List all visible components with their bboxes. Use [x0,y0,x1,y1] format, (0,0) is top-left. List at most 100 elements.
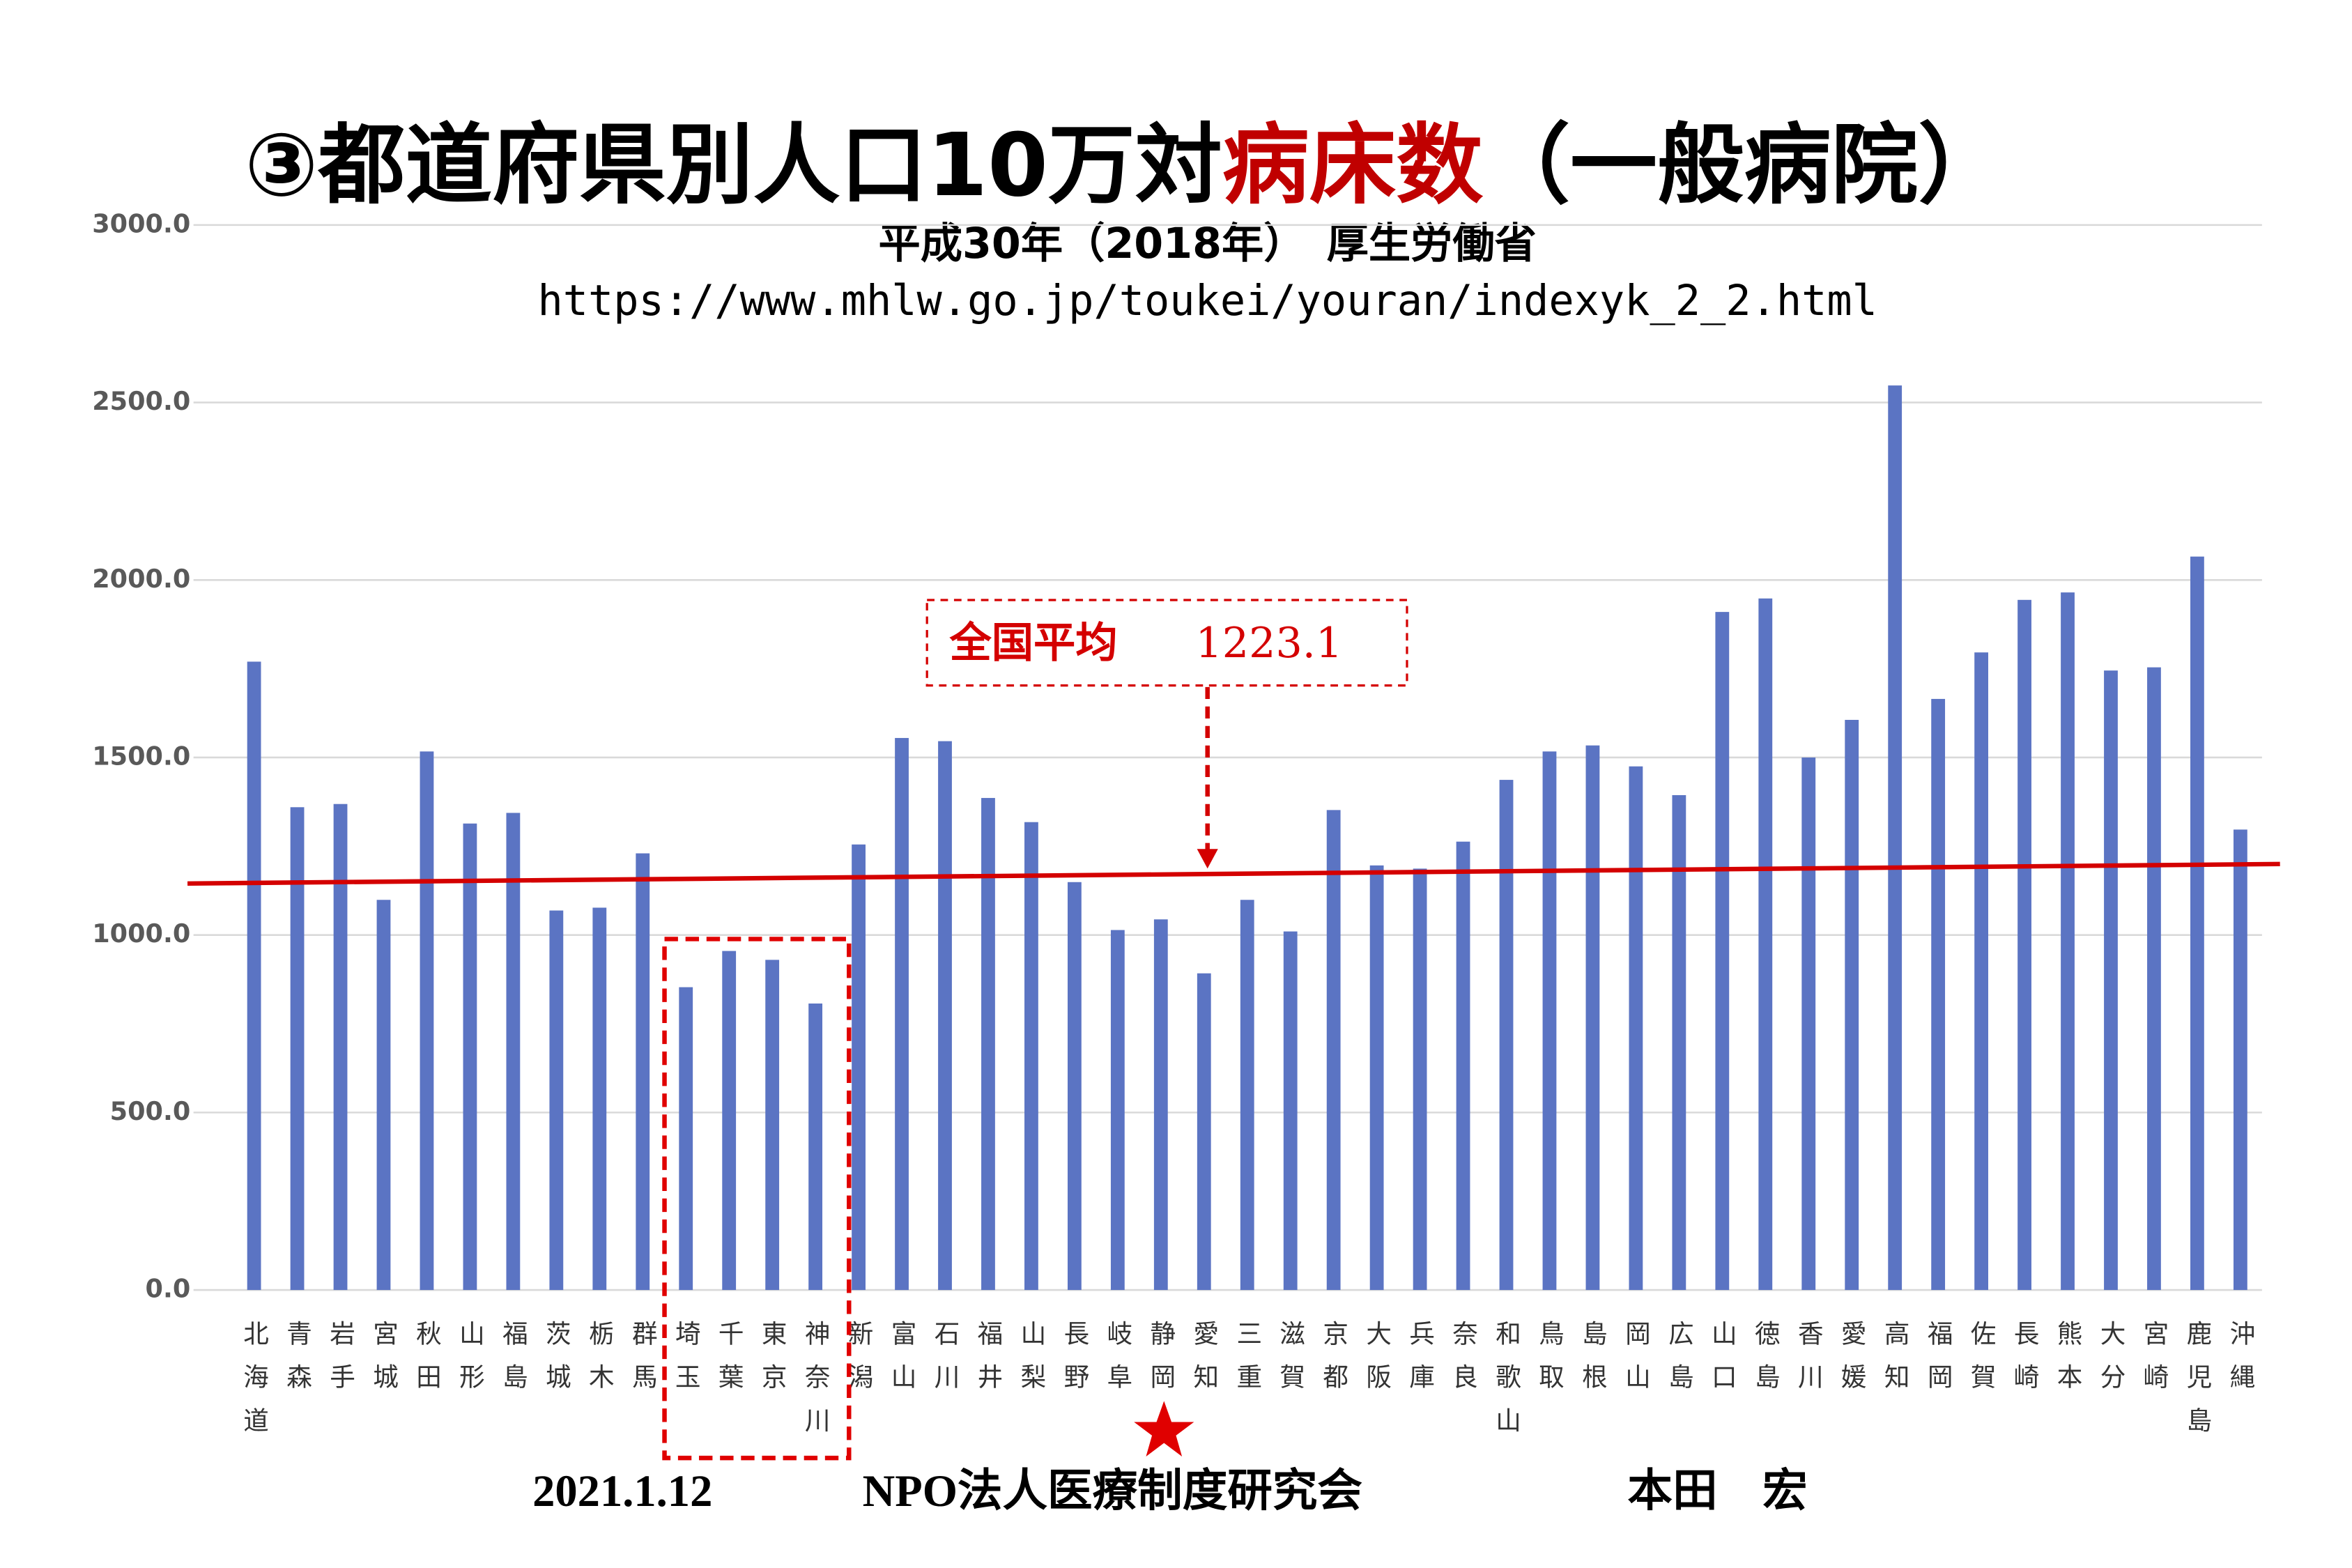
x-tick-label: 北海道 [239,1320,269,1450]
footer-author: 本田 宏 [1627,1466,1807,1516]
bar [765,960,780,1291]
bar [506,813,521,1291]
bar [1974,652,1989,1291]
bar [679,987,693,1291]
bar [722,951,737,1291]
x-tick-label: 長野 [1059,1320,1089,1407]
bar [1672,794,1686,1291]
bar [1542,751,1557,1291]
x-tick-label: 山形 [455,1320,485,1407]
x-tick-label: 群馬 [628,1320,658,1407]
x-tick-label: 東京 [758,1320,787,1407]
annotation-label: 全国平均 [948,619,1117,668]
arrow-head [1197,849,1218,869]
x-tick-label: 香川 [1794,1320,1824,1407]
x-tick-label: 千葉 [714,1320,744,1407]
title-part: ③都道府県別人口10万対 [245,115,1222,216]
bar [2147,667,2161,1291]
x-tick-label: 宮城 [369,1320,399,1407]
bar [420,751,434,1291]
y-tick-label: 0.0 [146,1274,191,1304]
y-tick-label: 2500.0 [92,386,190,416]
bar [2190,556,2204,1291]
bar [1499,780,1514,1291]
bar [1369,865,1384,1291]
bar [463,823,477,1291]
x-tick-label: 島根 [1578,1320,1608,1407]
x-tick-label: 岡山 [1621,1320,1651,1407]
bar [333,804,348,1291]
x-tick-label: 和歌山 [1491,1320,1521,1450]
x-tick-label: 三重 [1232,1320,1262,1407]
bar [592,907,607,1291]
x-tick-label: 熊本 [2053,1320,2083,1407]
x-tick-label: 奈良 [1448,1320,1478,1407]
trend-line [187,861,2280,886]
x-tick-label: 愛知 [1189,1320,1219,1407]
bar [1153,919,1168,1291]
y-tick-label: 2000.0 [92,564,190,594]
bar [1801,757,1816,1291]
x-tick-label: 鳥取 [1535,1320,1565,1407]
x-tick-label: 岐阜 [1102,1320,1132,1407]
bar [376,900,391,1291]
bar [938,741,952,1291]
bar [1067,882,1082,1291]
footer-org: NPO法人医療制度研究会 [863,1466,1363,1516]
bar [1888,385,1903,1291]
annotation-value: 1223.1 [1195,619,1342,668]
bar [1715,612,1730,1291]
x-tick-label: 沖縄 [2225,1320,2255,1407]
star [1134,1401,1194,1457]
bar [247,661,261,1291]
subtitle-url: https://www.mhlw.go.jp/toukei/youran/ind… [537,277,1877,325]
x-tick-label: 福井 [973,1320,1003,1407]
x-tick-label: 栃木 [585,1320,615,1407]
x-tick-label: 茨城 [541,1320,571,1407]
bar [1326,810,1341,1291]
x-tick-label: 京都 [1319,1320,1348,1407]
bar [549,910,564,1291]
highlight-box [662,937,852,1461]
x-tick-label: 徳島 [1751,1320,1781,1407]
x-tick-label: 埼玉 [671,1320,701,1407]
x-tick-label: 富山 [887,1320,917,1407]
x-tick-label: 長崎 [2010,1320,2040,1407]
bar [1024,822,1038,1291]
footer-date: 2021.1.12 [532,1466,712,1516]
bar [2061,592,2075,1291]
x-tick-label: 大分 [2096,1320,2126,1407]
y-tick-label: 3000.0 [92,208,190,238]
x-tick-label: 佐賀 [1967,1320,1997,1407]
x-tick-label: 福岡 [1923,1320,1953,1407]
x-tick-label: 福島 [498,1320,528,1407]
x-tick-label: 大阪 [1362,1320,1392,1407]
x-tick-label: 鹿児島 [2182,1320,2212,1450]
bar [1283,931,1298,1291]
chart-title: ③都道府県別人口10万対病床数（一般病院） [245,115,2005,216]
x-tick-label: 山梨 [1016,1320,1046,1407]
bar [1758,598,1773,1291]
x-tick-label: 岩手 [325,1320,355,1407]
x-tick-label: 滋賀 [1275,1320,1305,1407]
bar [981,798,995,1291]
x-tick-label: 愛媛 [1837,1320,1867,1407]
bar [1240,900,1254,1291]
bar [1197,973,1211,1291]
bar [852,844,866,1291]
bar [2104,670,2118,1291]
x-tick-label: 石川 [930,1320,960,1407]
y-tick-label: 1500.0 [92,741,190,771]
x-tick-label: 神奈川 [801,1320,831,1450]
bar [2233,829,2247,1291]
x-tick-label: 静岡 [1146,1320,1176,1407]
x-tick-label: 山口 [1707,1320,1737,1407]
bar [2017,599,2031,1291]
bar [290,807,305,1291]
x-tick-label: 広島 [1664,1320,1694,1407]
bar [1413,868,1427,1291]
y-tick-label: 500.0 [110,1096,191,1126]
annotation-box [925,599,1408,687]
